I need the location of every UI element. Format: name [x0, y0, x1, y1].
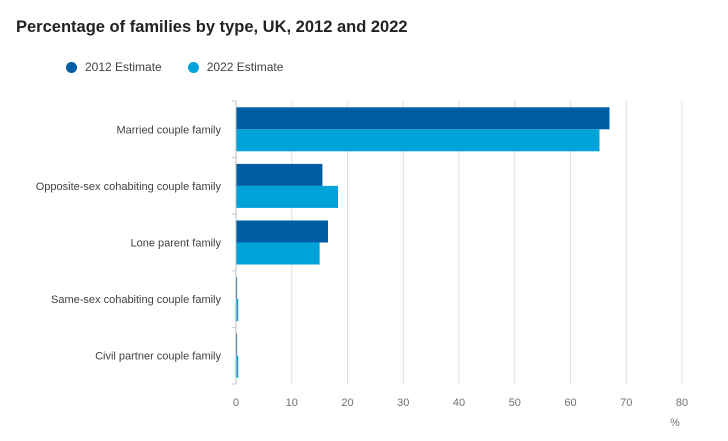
legend-marker-2012 — [66, 61, 77, 73]
x-tick-label-30: 30 — [397, 397, 409, 409]
bar-2022-estimate-lone-parent-family — [236, 242, 320, 265]
legend: 2012 Estimate 2022 Estimate — [66, 60, 283, 74]
legend-label-2022: 2022 Estimate — [206, 60, 284, 74]
bar-2022-estimate-same-sex-cohabiting-couple-family — [236, 299, 239, 322]
category-label-opposite-sex-cohabiting-couple-family: Opposite-sex cohabiting couple family — [36, 181, 222, 193]
x-tick-label-80: 80 — [676, 397, 688, 409]
legend-item-2022[interactable]: 2022 Estimate — [187, 60, 284, 74]
bar-2022-estimate-civil-partner-couple-family — [236, 355, 239, 378]
bar-2022-estimate-opposite-sex-cohabiting-couple-family — [236, 185, 339, 208]
x-tick-label-0: 0 — [233, 397, 239, 409]
legend-item-2012[interactable]: 2012 Estimate — [66, 60, 162, 74]
x-axis-unit-label: % — [670, 417, 680, 429]
x-tick-label-20: 20 — [341, 397, 353, 409]
bar-2012-estimate-lone-parent-family — [236, 220, 328, 243]
legend-marker-2022 — [187, 61, 199, 73]
bar-2012-estimate-civil-partner-couple-family — [236, 333, 238, 356]
x-tick-label-50: 50 — [509, 397, 521, 409]
bar-2012-estimate-same-sex-cohabiting-couple-family — [236, 277, 238, 300]
category-label-same-sex-cohabiting-couple-family: Same-sex cohabiting couple family — [51, 294, 221, 306]
chart-title: Percentage of families by type, UK, 2012… — [16, 18, 408, 36]
category-label-married-couple-family: Married couple family — [116, 124, 221, 136]
category-label-lone-parent-family: Lone parent family — [131, 238, 222, 250]
bar-2012-estimate-opposite-sex-cohabiting-couple-family — [236, 163, 323, 186]
x-tick-label-10: 10 — [286, 397, 298, 409]
bar-2022-estimate-married-couple-family — [236, 129, 600, 152]
x-tick-label-60: 60 — [564, 397, 576, 409]
category-label-civil-partner-couple-family: Civil partner couple family — [95, 351, 221, 363]
bar-2012-estimate-married-couple-family — [236, 107, 610, 130]
x-tick-label-70: 70 — [620, 397, 632, 409]
x-tick-label-40: 40 — [453, 397, 465, 409]
legend-label-2012: 2012 Estimate — [85, 60, 162, 74]
